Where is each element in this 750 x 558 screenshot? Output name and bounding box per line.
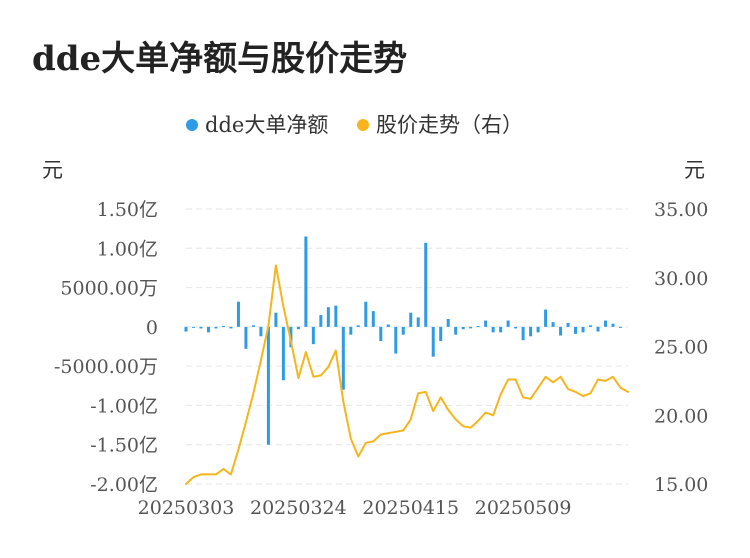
dde-bar bbox=[446, 319, 450, 327]
dde-bar bbox=[544, 309, 548, 327]
right-tick-label: 30.00 bbox=[654, 268, 708, 290]
dde-bar bbox=[559, 326, 563, 336]
x-tick-label: 20250415 bbox=[362, 497, 459, 519]
dde-bar bbox=[476, 326, 480, 328]
dde-bar bbox=[484, 320, 488, 327]
dde-bar bbox=[326, 307, 330, 327]
right-tick-label: 25.00 bbox=[654, 337, 708, 359]
dde-bar bbox=[229, 326, 233, 329]
dde-bar bbox=[521, 326, 525, 341]
legend-label-price: 股价走势（右） bbox=[376, 113, 523, 137]
dde-bar bbox=[461, 326, 465, 330]
right-tick-label: 20.00 bbox=[654, 405, 708, 427]
left-tick-label: 1.00亿 bbox=[97, 238, 158, 260]
left-tick-label: 1.50亿 bbox=[97, 199, 158, 221]
left-axis-unit: 元 bbox=[42, 158, 63, 182]
dde-bar bbox=[619, 326, 623, 328]
dde-bar bbox=[529, 326, 533, 337]
dde-bar bbox=[206, 326, 210, 333]
dde-bar bbox=[259, 326, 263, 337]
dde-bar bbox=[199, 326, 203, 329]
dde-bar bbox=[424, 242, 428, 327]
dde-bar bbox=[184, 326, 188, 332]
x-tick-label: 20250324 bbox=[250, 497, 347, 519]
dde-bar bbox=[334, 305, 338, 327]
dde-bar bbox=[611, 323, 615, 327]
dde-bar bbox=[304, 236, 308, 327]
left-tick-label: 0 bbox=[146, 317, 158, 339]
dde-bar bbox=[401, 326, 405, 335]
dde-bar bbox=[514, 326, 518, 329]
left-tick-label: -1.50亿 bbox=[90, 435, 158, 457]
dde-bar bbox=[251, 325, 255, 327]
dde-bar bbox=[499, 326, 503, 333]
left-axis-ticks: -2.00亿 -1.50亿 -1.00亿 -5000.00万 0 5000.00万 1.00… bbox=[54, 199, 158, 496]
dde-bar bbox=[581, 326, 585, 333]
dde-bar bbox=[281, 326, 285, 381]
dde-bar bbox=[191, 326, 195, 328]
dde-bar bbox=[266, 326, 270, 445]
dde-bar bbox=[596, 326, 600, 332]
legend: dde大单净额 股价走势（右） bbox=[186, 113, 523, 137]
dde-bar bbox=[221, 326, 225, 328]
dde-bar bbox=[371, 311, 375, 327]
dde-bar bbox=[469, 326, 473, 329]
gridlines bbox=[186, 208, 628, 485]
dde-bar bbox=[409, 312, 413, 327]
right-tick-label: 15.00 bbox=[654, 474, 708, 496]
dde-bar bbox=[274, 312, 278, 327]
dde-bar bbox=[386, 324, 390, 327]
right-tick-label: 35.00 bbox=[654, 199, 708, 221]
left-tick-label: 5000.00万 bbox=[60, 278, 158, 300]
x-axis-ticks: 20250303 20250324 20250415 20250509 bbox=[138, 497, 572, 519]
dde-bars bbox=[184, 236, 623, 445]
price-line bbox=[185, 264, 629, 485]
dde-bar bbox=[244, 326, 248, 349]
right-axis-unit: 元 bbox=[684, 158, 705, 182]
dde-bar bbox=[214, 326, 218, 329]
left-tick-label: -1.00亿 bbox=[90, 395, 158, 417]
dde-bar bbox=[379, 326, 383, 341]
dde-bar bbox=[589, 325, 593, 327]
dde-bar bbox=[311, 326, 315, 345]
dde-bar bbox=[566, 322, 570, 327]
dde-bar bbox=[319, 315, 323, 327]
dde-bar bbox=[341, 326, 345, 390]
right-axis-ticks: 15.00 20.00 25.00 30.00 35.00 bbox=[654, 199, 708, 496]
dde-bar bbox=[491, 326, 495, 333]
legend-marker-dde bbox=[186, 119, 198, 131]
dde-bar bbox=[454, 326, 458, 335]
x-tick-label: 20250509 bbox=[475, 497, 572, 519]
dde-bar bbox=[416, 317, 420, 327]
price-line-layer bbox=[185, 264, 629, 485]
x-tick-label: 20250303 bbox=[138, 497, 235, 519]
dde-bar bbox=[536, 326, 540, 333]
dde-bar bbox=[551, 322, 555, 327]
dde-bar bbox=[604, 320, 608, 327]
dde-bar bbox=[296, 326, 300, 330]
dde-bar bbox=[394, 326, 398, 354]
legend-label-dde: dde大单净额 bbox=[205, 113, 328, 137]
chart-title: dde大单净额与股价走势 bbox=[32, 39, 407, 79]
dde-bar bbox=[364, 301, 368, 327]
dde-bar bbox=[574, 326, 578, 334]
legend-marker-price bbox=[357, 119, 369, 131]
dde-bar bbox=[349, 326, 353, 335]
dde-bar bbox=[356, 325, 360, 327]
left-tick-label: -5000.00万 bbox=[54, 356, 158, 378]
dde-bar bbox=[439, 326, 443, 341]
dde-bar bbox=[506, 320, 510, 327]
dde-bar bbox=[431, 326, 435, 357]
left-tick-label: -2.00亿 bbox=[90, 474, 158, 496]
dde-bar bbox=[236, 301, 240, 327]
